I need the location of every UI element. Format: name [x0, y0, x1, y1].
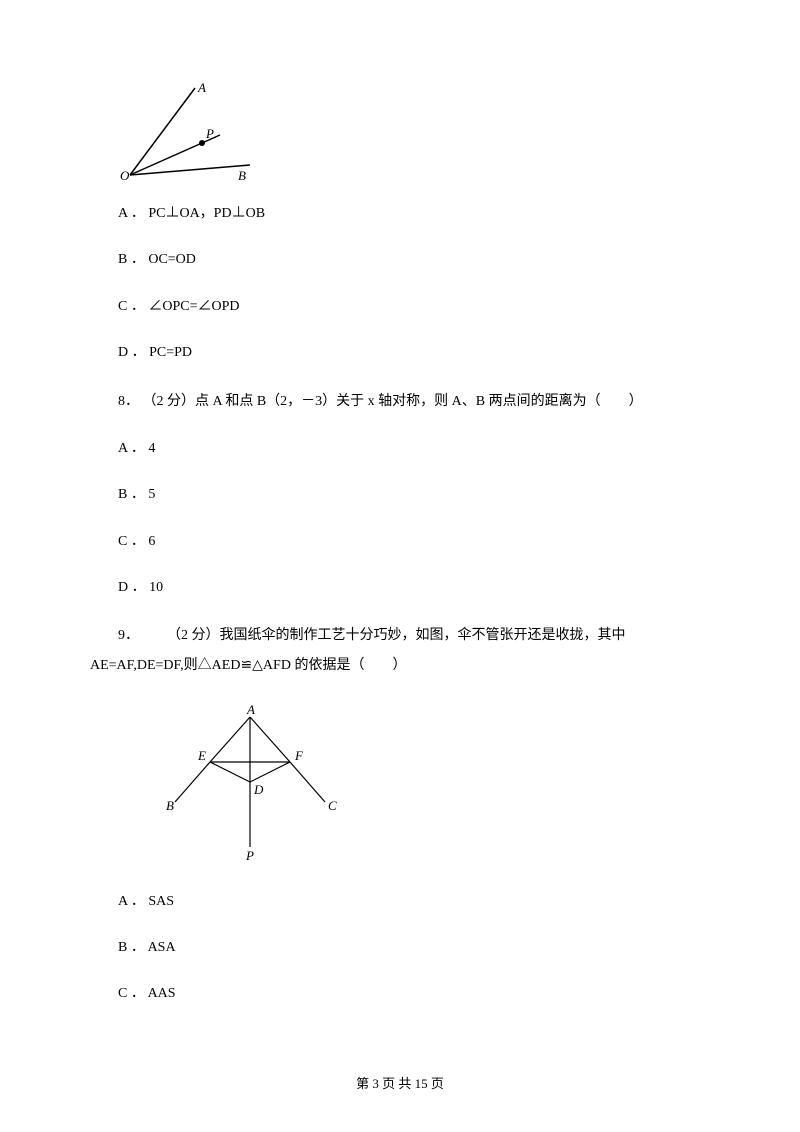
q9-label-E: E: [197, 748, 206, 763]
q8-option-B: B ． 5: [90, 484, 710, 506]
q9-label-P: P: [245, 848, 254, 863]
q9-diagram: A E F B C D P: [150, 702, 710, 867]
q9-label-B: B: [166, 798, 174, 813]
q8-option-A: A ． 4: [90, 438, 710, 460]
q7-diagram: A P O B: [120, 80, 710, 185]
q7-option-A: A ． PC⊥OA，PD⊥OB: [90, 203, 710, 225]
q9-option-B: B ． ASA: [90, 937, 710, 959]
q9-label-A: A: [246, 702, 255, 717]
q8-option-D: D ． 10: [90, 577, 710, 599]
q9-label-D: D: [253, 782, 264, 797]
q8-stem: 8． （2 分）点 A 和点 B（2，－3）关于 x 轴对称，则 A、B 两点间…: [90, 389, 710, 414]
q7-option-C: C ． ∠OPC=∠OPD: [90, 296, 710, 318]
q9-option-C: C ． AAS: [90, 983, 710, 1005]
q7-option-D: D ． PC=PD: [90, 342, 710, 364]
page-footer: 第 3 页 共 15 页: [0, 1073, 800, 1092]
q9-stem-line2: AE=AF,DE=DF,则△AED≌△AFD 的依据是（ ）: [90, 653, 710, 678]
q7-label-A: A: [197, 80, 206, 95]
q8-option-C: C ． 6: [90, 531, 710, 553]
q7-option-B: B ． OC=OD: [90, 249, 710, 271]
q9-stem-line1: 9． （2 分）我国纸伞的制作工艺十分巧妙，如图，伞不管张开还是收拢，其中: [90, 623, 710, 648]
q7-label-B: B: [238, 168, 246, 183]
q7-label-P: P: [205, 126, 214, 141]
q7-label-O: O: [120, 168, 130, 183]
q9-label-F: F: [294, 748, 304, 763]
q9-option-A: A ． SAS: [90, 891, 710, 913]
q9-label-C: C: [328, 798, 337, 813]
